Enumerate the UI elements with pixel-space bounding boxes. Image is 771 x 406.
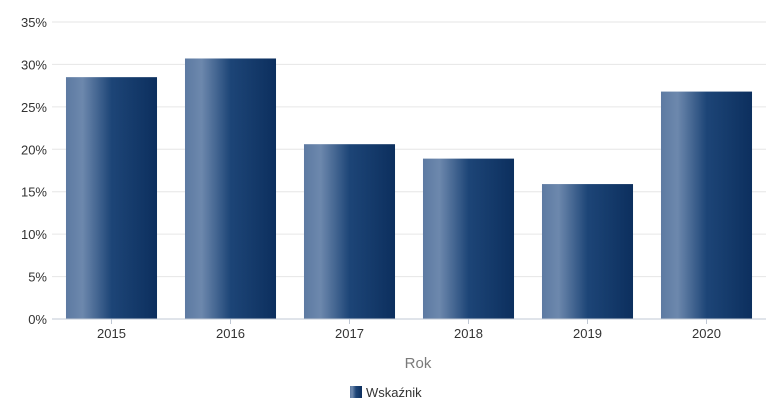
bar-2020 bbox=[660, 91, 753, 319]
bar-2019 bbox=[541, 184, 634, 319]
x-tick-label: 2020 bbox=[692, 326, 721, 341]
y-tick-label: 10% bbox=[21, 227, 47, 242]
bar-2016 bbox=[184, 58, 277, 319]
y-tick-label: 35% bbox=[21, 15, 47, 30]
legend-label: Wskaźnik bbox=[366, 385, 422, 400]
bars bbox=[65, 58, 753, 320]
x-tick-label: 2016 bbox=[216, 326, 245, 341]
legend: Wskaźnik bbox=[350, 385, 422, 400]
y-tick-label: 25% bbox=[21, 100, 47, 115]
y-tick-label: 20% bbox=[21, 142, 47, 157]
gridlines bbox=[52, 21, 766, 278]
y-tick-label: 15% bbox=[21, 185, 47, 200]
legend-swatch bbox=[350, 386, 362, 398]
x-tick-label: 2015 bbox=[97, 326, 126, 341]
bar-2015 bbox=[65, 77, 158, 320]
y-tick-label: 30% bbox=[21, 57, 47, 72]
x-tick-label: 2018 bbox=[454, 326, 483, 341]
y-tick-label: 5% bbox=[28, 270, 47, 285]
x-axis: 2015 2016 2017 2018 2019 2020 bbox=[52, 318, 766, 341]
bar-2017 bbox=[303, 144, 396, 319]
y-axis-ticks: 0% 5% 10% 15% 20% 25% 30% 35% bbox=[21, 15, 47, 327]
y-tick-label: 0% bbox=[28, 312, 47, 327]
x-tick-label: 2017 bbox=[335, 326, 364, 341]
bar-2018 bbox=[422, 158, 515, 319]
x-tick-label: 2019 bbox=[573, 326, 602, 341]
x-axis-title: Rok bbox=[405, 355, 432, 372]
